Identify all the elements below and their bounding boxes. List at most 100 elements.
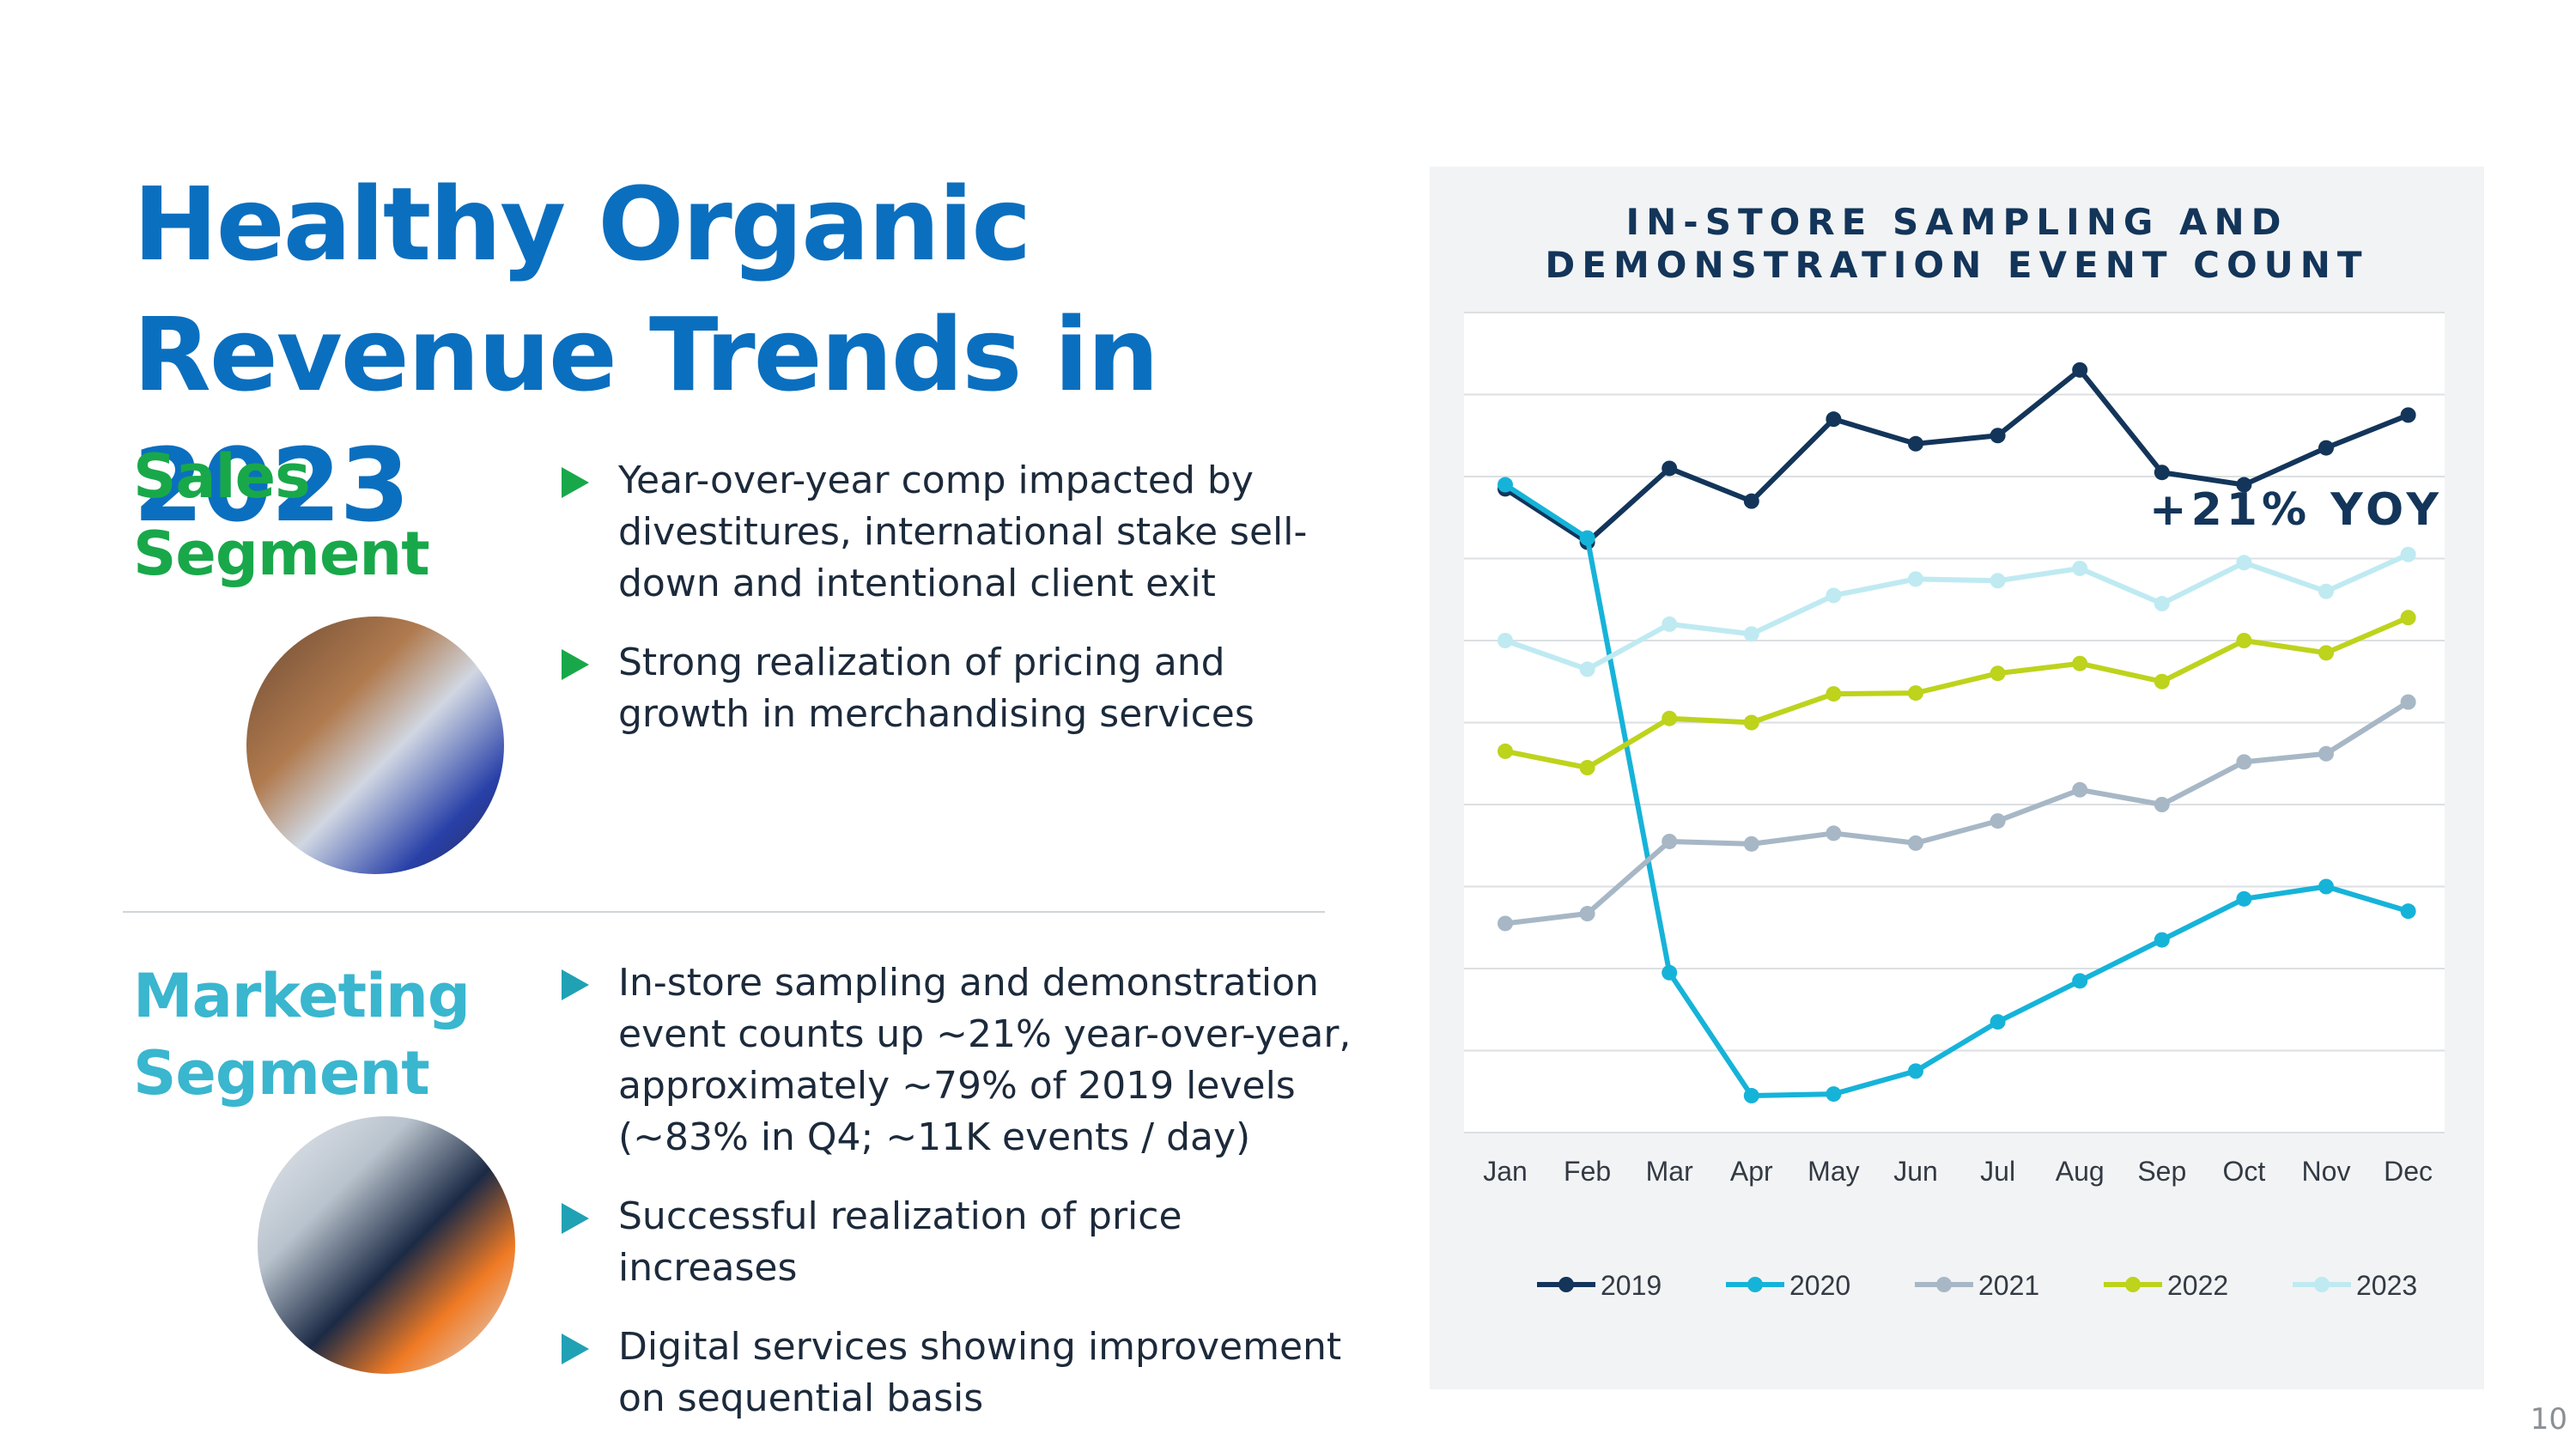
data-point-2021: [1579, 906, 1595, 922]
sales-bullet-1-text: Year-over-year comp impacted by divestit…: [618, 459, 1308, 605]
x-tick-label: Nov: [2302, 1156, 2351, 1187]
data-point-2022: [1908, 685, 1923, 702]
x-tick-label: Jun: [1893, 1156, 1938, 1187]
data-point-2022: [2318, 645, 2334, 661]
sales-bullet-list: Year-over-year comp impacted by divestit…: [558, 455, 1365, 768]
data-point-2021: [1826, 825, 1842, 841]
data-point-2020: [1908, 1063, 1923, 1079]
data-point-2023: [1579, 661, 1595, 677]
sales-bullet-2: Strong realization of pricing and growth…: [558, 637, 1365, 740]
data-point-2019: [2236, 477, 2252, 493]
data-point-2019: [1826, 411, 1842, 428]
x-tick-label: Mar: [1646, 1156, 1693, 1187]
data-point-2023: [2072, 560, 2088, 576]
data-point-2023: [2154, 596, 2170, 612]
x-tick-label: Oct: [2223, 1156, 2266, 1187]
data-point-2019: [1908, 435, 1923, 452]
data-point-2022: [1498, 743, 1513, 759]
data-point-2023: [1662, 616, 1678, 632]
x-tick-label: May: [1807, 1156, 1859, 1187]
sales-bullet-2-text: Strong realization of pricing and growth…: [618, 641, 1255, 736]
legend-label-2023: 2023: [2356, 1270, 2417, 1301]
marketing-segment-heading: Marketing Segment: [133, 957, 471, 1112]
data-point-2019: [2318, 440, 2334, 456]
chart-title: IN-STORE SAMPLING AND DEMONSTRATION EVEN…: [1430, 201, 2484, 287]
data-point-2021: [1743, 835, 1759, 852]
x-tick-label: Apr: [1730, 1156, 1773, 1187]
series-line-2022: [1504, 615, 2409, 771]
triangle-bullet-icon: [562, 1203, 589, 1234]
sales-heading-line-1: Sales: [133, 441, 311, 512]
triangle-bullet-icon: [562, 1334, 589, 1364]
data-point-2020: [1743, 1088, 1759, 1104]
x-tick-label: Dec: [2384, 1156, 2433, 1187]
legend-marker-2020: [1747, 1277, 1763, 1292]
sales-heading-line-2: Segment: [133, 519, 430, 589]
data-point-2020: [1826, 1086, 1842, 1103]
data-point-2022: [1826, 686, 1842, 702]
data-point-2022: [1579, 760, 1595, 776]
data-point-2020: [2236, 890, 2252, 907]
triangle-bullet-icon: [562, 649, 589, 680]
data-point-2020: [2400, 903, 2416, 920]
data-point-2019: [2400, 407, 2416, 423]
data-point-2023: [1743, 626, 1759, 642]
legend-label-2021: 2021: [1978, 1270, 2039, 1301]
data-point-2022: [1990, 665, 2006, 682]
marketing-bullet-1-text: In-store sampling and demonstration even…: [618, 961, 1352, 1159]
data-point-2022: [1662, 710, 1678, 726]
chart-panel: IN-STORE SAMPLING AND DEMONSTRATION EVEN…: [1430, 167, 2484, 1389]
marketing-bullet-3: Digital services showing improvement on …: [558, 1321, 1365, 1425]
data-point-2021: [2236, 754, 2252, 770]
series-line-2020: [1504, 483, 2409, 1099]
legend-marker-2022: [2125, 1277, 2141, 1292]
yoy-annotation: +21% YOY: [2149, 484, 2443, 536]
sales-bullet-1: Year-over-year comp impacted by divestit…: [558, 455, 1365, 610]
x-tick-label: Feb: [1564, 1156, 1611, 1187]
marketing-bullet-list: In-store sampling and demonstration even…: [558, 957, 1365, 1452]
data-point-2020: [1498, 477, 1513, 493]
marketing-bullet-1: In-store sampling and demonstration even…: [558, 957, 1365, 1163]
triangle-bullet-icon: [562, 467, 589, 498]
section-divider: [123, 911, 1325, 913]
series-line-2021: [1504, 700, 2410, 926]
data-point-2021: [2318, 745, 2334, 762]
data-point-2020: [2072, 973, 2088, 989]
marketing-bullet-2: Successful realization of price increase…: [558, 1191, 1365, 1294]
data-point-2023: [1498, 633, 1513, 648]
data-point-2019: [1743, 493, 1759, 509]
data-point-2023: [1990, 573, 2006, 589]
data-point-2019: [1990, 428, 2006, 444]
data-point-2023: [2400, 546, 2416, 562]
marketing-bullet-2-text: Successful realization of price increase…: [618, 1194, 1182, 1290]
line-chart: Jan Feb Mar Apr May Jun Jul Aug Sep Oct Nov Dec +21%…: [1464, 312, 2445, 1301]
data-point-2019: [2154, 465, 2170, 481]
data-point-2022: [1743, 714, 1759, 731]
title-line-2: Revenue Trends in 2023: [133, 295, 1159, 544]
series-line-2023: [1504, 551, 2409, 672]
data-point-2019: [2072, 361, 2088, 378]
data-point-2023: [2318, 583, 2334, 599]
data-point-2022: [2236, 633, 2252, 648]
data-point-2021: [1908, 835, 1923, 851]
x-tick-label: Jan: [1483, 1156, 1528, 1187]
data-point-2021: [1990, 813, 2006, 829]
data-point-2020: [1579, 530, 1595, 546]
chart-title-line-1: IN-STORE SAMPLING AND: [1625, 201, 2288, 243]
sales-photo: [246, 617, 504, 874]
legend-label-2022: 2022: [2167, 1270, 2228, 1301]
data-point-2020: [2154, 932, 2170, 948]
data-point-2022: [2072, 655, 2088, 671]
legend-marker-2021: [1936, 1277, 1952, 1292]
data-point-2021: [2400, 694, 2416, 710]
data-point-2021: [1498, 915, 1513, 932]
marketing-photo: [258, 1116, 515, 1374]
data-point-2020: [1662, 964, 1678, 981]
data-point-2020: [1990, 1014, 2006, 1030]
sales-segment-heading: Sales Segment: [133, 438, 430, 592]
data-point-2023: [1826, 587, 1842, 604]
legend-marker-2023: [2314, 1277, 2330, 1292]
x-tick-label: Jul: [1980, 1156, 2015, 1187]
data-point-2023: [2236, 555, 2252, 571]
series-line-2019: [1504, 367, 2409, 545]
